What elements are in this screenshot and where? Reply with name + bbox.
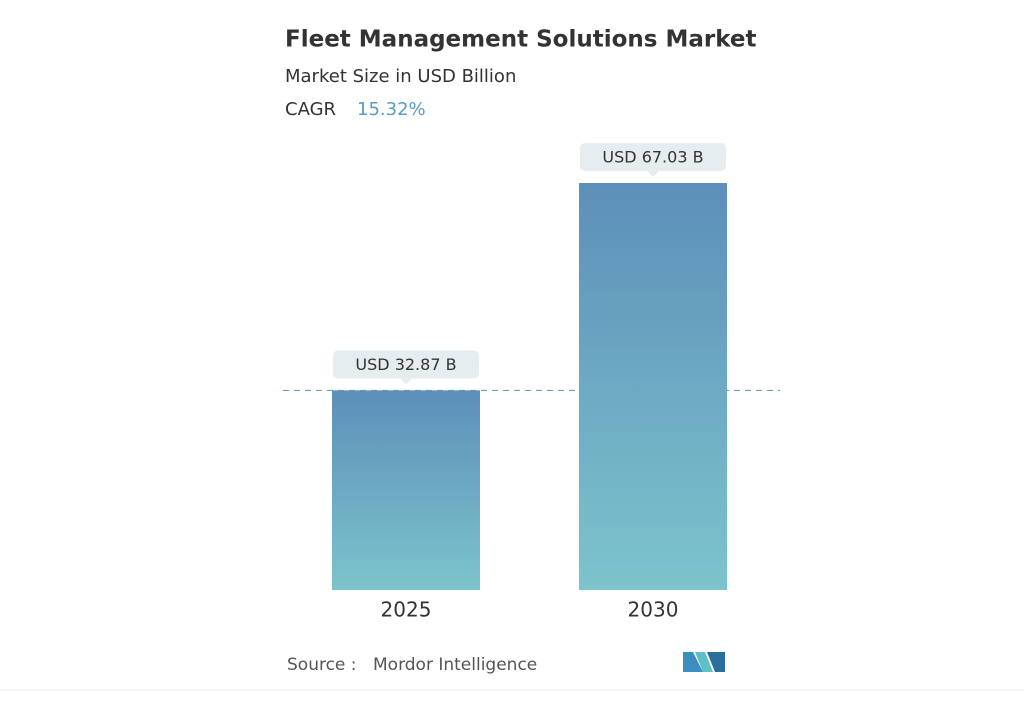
- chart-title: Fleet Management Solutions Market: [285, 27, 757, 53]
- chart-subtitle: Market Size in USD Billion: [285, 66, 516, 87]
- value-label-pointer: [400, 378, 412, 385]
- cagr-value: 15.32%: [357, 99, 426, 120]
- x-tick-label: 2025: [381, 598, 432, 622]
- value-label-box: [333, 350, 479, 379]
- cagr-label: CAGR: [285, 99, 336, 120]
- value-label: USD 67.03 B: [602, 148, 703, 167]
- x-tick-label: 2030: [628, 598, 679, 622]
- bar: [579, 183, 727, 590]
- source: Mordor Intelligence: [373, 655, 537, 675]
- value-label: USD 32.87 B: [355, 355, 456, 374]
- value-label-pointer: [647, 171, 659, 177]
- value-label-box: [580, 143, 726, 171]
- source-label: Source :: [287, 655, 357, 675]
- bar: [332, 390, 480, 590]
- logo: [683, 652, 725, 672]
